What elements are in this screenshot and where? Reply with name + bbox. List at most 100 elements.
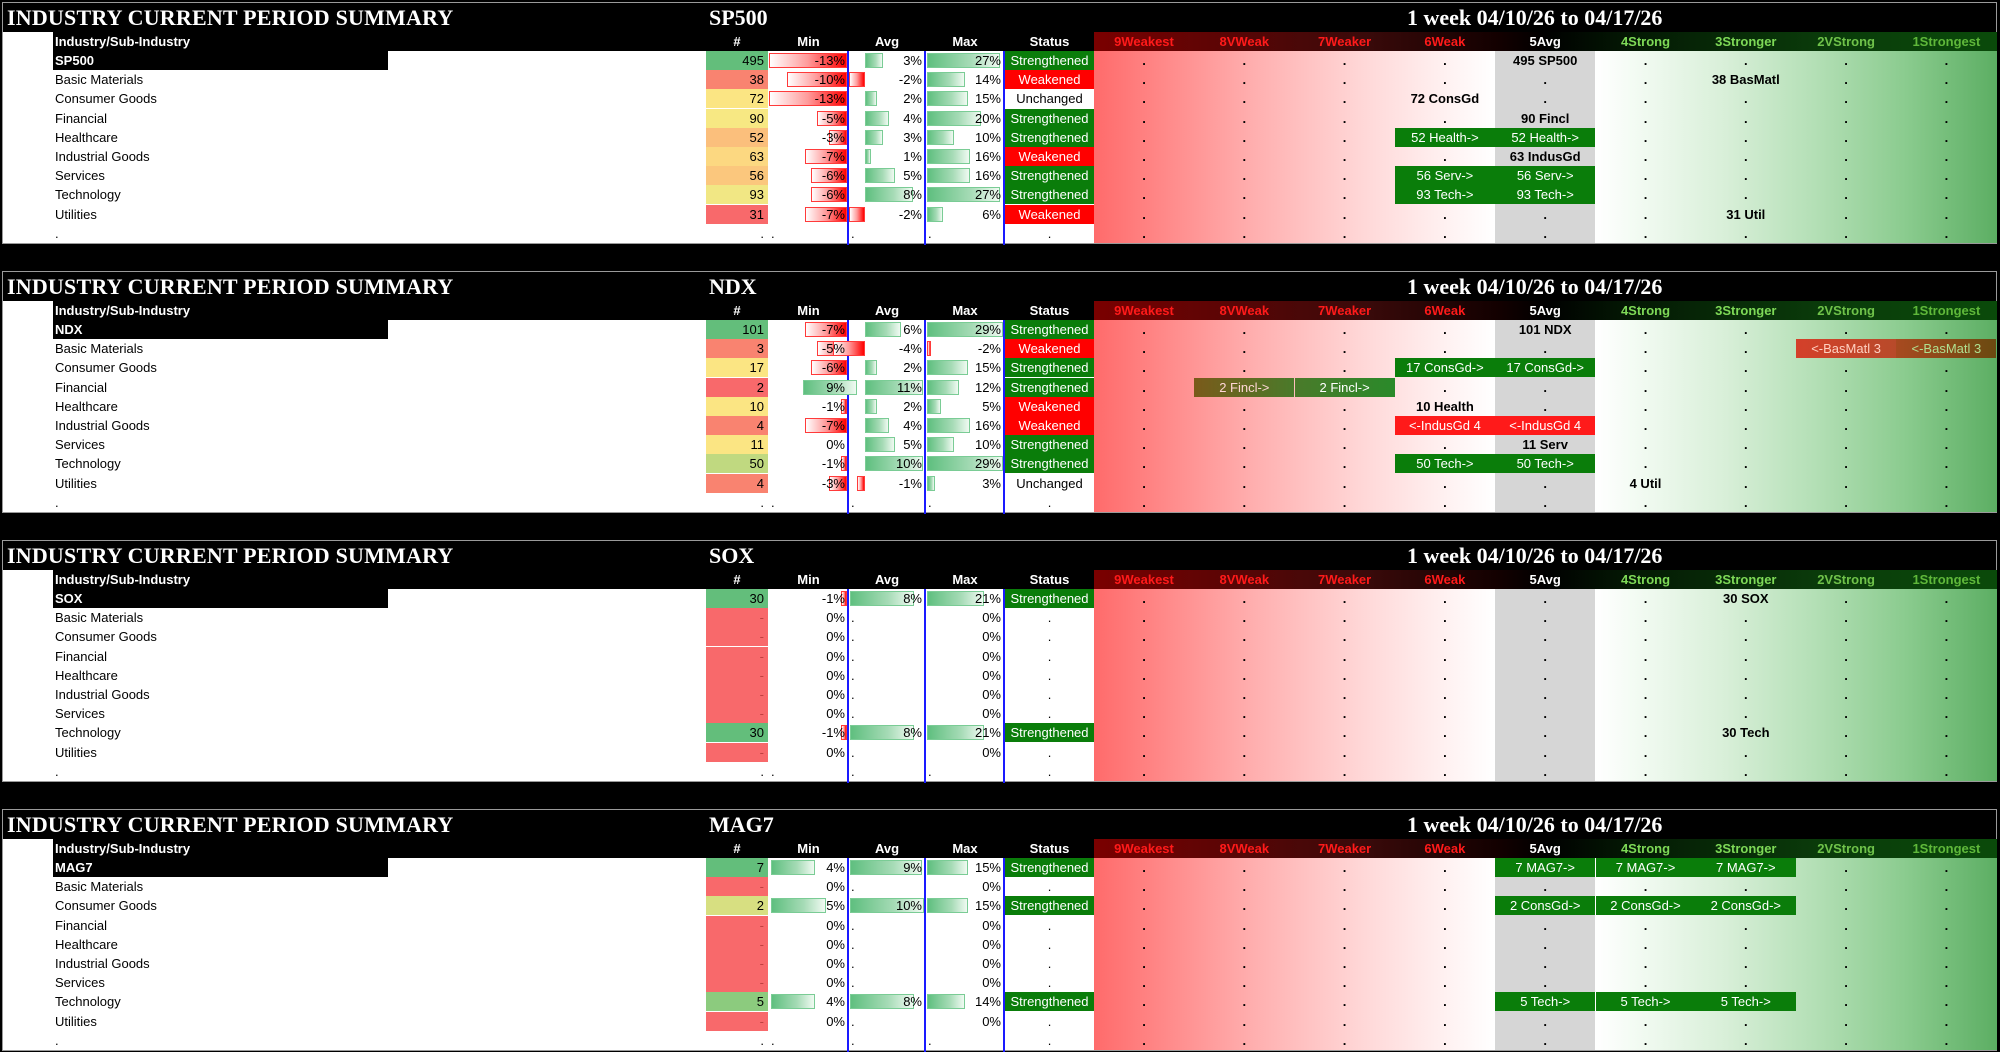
industry-label[interactable]: . [55,763,59,779]
header-count[interactable]: # [733,303,741,318]
grade-cell-entry[interactable]: 72 ConsGd [1410,91,1480,107]
grade-cell-entry[interactable]: 2 ConsGd-> [1495,896,1596,916]
grade-cell-entry[interactable]: <-IndusGd 4 [1495,416,1596,435]
industry-label[interactable]: Utilities [55,206,97,222]
industry-label[interactable]: Services [55,706,105,722]
header-grade-4strong[interactable]: 4Strong [1620,34,1671,49]
header-grade-8vweak[interactable]: 8VWeak [1219,841,1270,856]
industry-label[interactable]: MAG7 [53,858,388,877]
industry-label[interactable]: Financial [55,110,108,126]
industry-label[interactable]: SP500 [53,51,388,70]
industry-label[interactable]: Consumer Goods [55,91,157,107]
industry-label[interactable]: . [55,225,59,241]
header-avg[interactable]: Avg [874,34,900,49]
header-industry[interactable]: Industry/Sub-Industry [55,303,191,318]
header-min[interactable]: Min [797,34,820,49]
grade-cell-entry[interactable]: 63 IndusGd [1509,149,1581,164]
header-grade-1strongest[interactable]: 1Strongest [1912,34,1981,49]
grade-cell-entry[interactable]: 56 Serv-> [1394,166,1495,186]
header-grade-7weaker[interactable]: 7Weaker [1317,34,1372,49]
industry-label[interactable]: Utilities [55,475,97,491]
header-status[interactable]: Status [1029,572,1070,587]
industry-label[interactable]: Healthcare [55,667,118,683]
header-grade-1strongest[interactable]: 1Strongest [1912,572,1981,587]
industry-label[interactable]: NDX [53,320,388,339]
grade-cell-entry[interactable]: 7 MAG7-> [1695,858,1796,877]
header-max[interactable]: Max [952,572,978,587]
header-grade-1strongest[interactable]: 1Strongest [1912,303,1981,318]
header-count[interactable]: # [733,841,741,856]
header-avg[interactable]: Avg [874,841,900,856]
industry-label[interactable]: Utilities [55,744,97,760]
industry-label[interactable]: Technology [55,994,121,1010]
header-avg[interactable]: Avg [874,572,900,587]
header-grade-8vweak[interactable]: 8VWeak [1219,572,1270,587]
grade-cell-entry[interactable]: 7 MAG7-> [1595,858,1696,877]
grade-cell-entry[interactable]: <-IndusGd 4 [1394,416,1495,435]
industry-label[interactable]: Industrial Goods [55,418,150,433]
header-avg[interactable]: Avg [874,303,900,318]
industry-label[interactable]: Basic Materials [55,879,144,895]
header-max[interactable]: Max [952,34,978,49]
header-grade-3stronger[interactable]: 3Stronger [1715,572,1777,587]
grade-cell-entry[interactable]: 31 Util [1726,206,1766,222]
header-grade-9weakest[interactable]: 9Weakest [1114,572,1174,587]
header-grade-7weaker[interactable]: 7Weaker [1317,303,1372,318]
industry-label[interactable]: Utilities [55,1013,97,1029]
industry-label[interactable]: Services [55,975,105,991]
industry-label[interactable]: Financial [55,379,108,395]
header-grade-6weak[interactable]: 6Weak [1424,572,1466,587]
header-grade-6weak[interactable]: 6Weak [1424,34,1466,49]
grade-cell-entry[interactable]: 5 Tech-> [1695,992,1796,1012]
header-count[interactable]: # [733,572,741,587]
industry-label[interactable]: Basic Materials [55,72,144,88]
header-grade-5avg[interactable]: 5Avg [1529,34,1561,49]
grade-cell-entry[interactable]: 495 SP500 [1513,53,1578,68]
header-grade-8vweak[interactable]: 8VWeak [1219,303,1270,318]
header-grade-5avg[interactable]: 5Avg [1529,841,1561,856]
industry-label[interactable]: Basic Materials [55,610,144,626]
grade-cell-entry[interactable]: 38 BasMatl [1711,72,1780,88]
header-grade-3stronger[interactable]: 3Stronger [1715,303,1777,318]
header-grade-4strong[interactable]: 4Strong [1620,572,1671,587]
industry-label[interactable]: Consumer Goods [55,629,157,645]
grade-cell-entry[interactable]: 101 NDX [1518,322,1572,337]
header-grade-2vstrong[interactable]: 2VStrong [1817,841,1875,856]
grade-cell-entry[interactable]: 93 Tech-> [1394,185,1495,205]
industry-label[interactable]: Financial [55,648,108,664]
header-grade-3stronger[interactable]: 3Stronger [1715,841,1777,856]
grade-cell-entry[interactable]: <-BasMatl 3 [1796,339,1897,359]
grade-cell-entry[interactable]: 17 ConsGd-> [1394,358,1495,378]
header-grade-4strong[interactable]: 4Strong [1620,841,1671,856]
industry-label[interactable]: . [55,1032,59,1048]
header-grade-2vstrong[interactable]: 2VStrong [1817,303,1875,318]
industry-label[interactable]: Technology [55,456,121,472]
grade-cell-entry[interactable]: 5 Tech-> [1495,992,1596,1012]
header-status[interactable]: Status [1029,303,1070,318]
header-grade-2vstrong[interactable]: 2VStrong [1817,34,1875,49]
header-grade-9weakest[interactable]: 9Weakest [1114,34,1174,49]
header-grade-5avg[interactable]: 5Avg [1529,303,1561,318]
header-min[interactable]: Min [797,303,820,318]
grade-cell-entry[interactable]: 93 Tech-> [1495,185,1596,205]
grade-cell-entry[interactable]: 2 Fincl-> [1294,377,1395,397]
industry-label[interactable]: Healthcare [55,936,118,952]
header-max[interactable]: Max [952,841,978,856]
header-status[interactable]: Status [1029,34,1070,49]
grade-cell-entry[interactable]: 52 Health-> [1495,127,1596,147]
industry-label[interactable]: Basic Materials [55,341,144,357]
industry-label[interactable]: Technology [55,725,121,741]
header-grade-4strong[interactable]: 4Strong [1620,303,1671,318]
header-industry[interactable]: Industry/Sub-Industry [55,34,191,49]
grade-cell-entry[interactable]: 2 Fincl-> [1194,377,1295,397]
header-min[interactable]: Min [797,841,820,856]
grade-cell-entry[interactable]: 2 ConsGd-> [1695,896,1796,916]
header-grade-8vweak[interactable]: 8VWeak [1219,34,1270,49]
grade-cell-entry[interactable]: 56 Serv-> [1495,166,1596,186]
industry-label[interactable]: Financial [55,917,108,933]
header-grade-9weakest[interactable]: 9Weakest [1114,303,1174,318]
header-industry[interactable]: Industry/Sub-Industry [55,572,191,587]
grade-cell-entry[interactable]: 17 ConsGd-> [1495,358,1596,378]
industry-label[interactable]: SOX [53,589,388,608]
industry-label[interactable]: Services [55,437,105,453]
